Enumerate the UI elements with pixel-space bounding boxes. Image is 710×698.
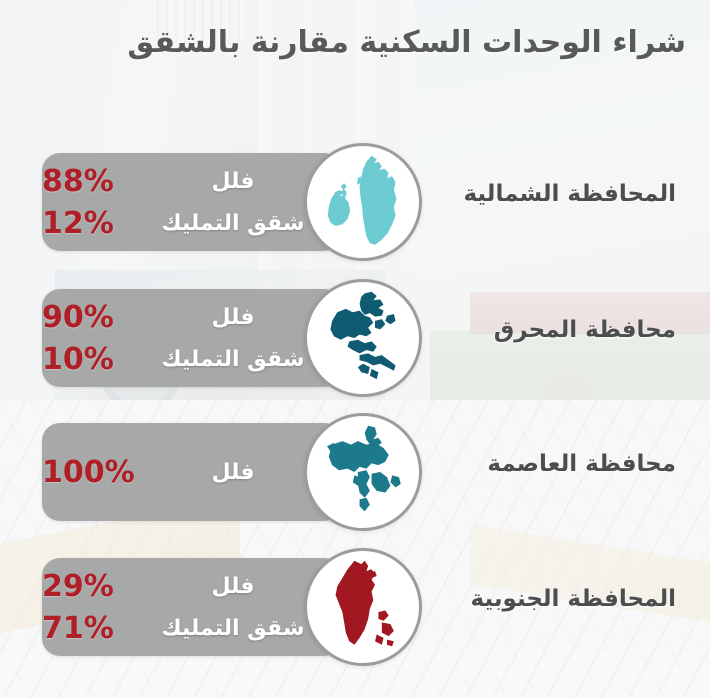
stat-line: شقق التمليك 12% xyxy=(42,204,326,242)
stat-category-label: شقق التمليك xyxy=(161,346,305,372)
stat-line: فلل 90% xyxy=(42,298,326,336)
stats-lines: فلل 88% شقق التمليك 12% xyxy=(42,153,342,251)
governorate-row: فلل 29% شقق التمليك 71% المحافظة الجنوبي… xyxy=(0,548,710,668)
map-circle xyxy=(304,143,422,261)
stat-category-label: فلل xyxy=(211,168,255,194)
stats-lines: فلل 90% شقق التمليك 10% xyxy=(42,289,342,387)
stat-category-label: فلل xyxy=(211,573,255,599)
stat-percent-value: 29% xyxy=(42,568,114,604)
stat-percent-value: 71% xyxy=(42,610,114,646)
stats-pill: فلل 88% شقق التمليك 12% xyxy=(42,153,342,251)
stat-category-label: شقق التمليك xyxy=(161,615,305,641)
stats-lines: فلل 29% شقق التمليك 71% xyxy=(42,558,342,656)
map-circle xyxy=(304,548,422,666)
map-circle xyxy=(304,279,422,397)
stat-category-label: فلل xyxy=(211,304,255,330)
governorate-row: فلل 100% محافظة العاصمة xyxy=(0,413,710,533)
stats-pill: فلل 29% شقق التمليك 71% xyxy=(42,558,342,656)
governorate-label: محافظة المحرق xyxy=(493,317,676,343)
stat-line: فلل 100% xyxy=(42,455,326,490)
stat-percent-value: 12% xyxy=(42,205,114,241)
stat-percent-value: 88% xyxy=(42,163,114,199)
bahrain-southern-map-icon xyxy=(335,560,394,647)
stats-pill: فلل 100% xyxy=(42,423,342,521)
governorate-label: المحافظة الجنوبية xyxy=(470,586,676,612)
stats-pill: فلل 90% شقق التمليك 10% xyxy=(42,289,342,387)
stat-line: فلل 29% xyxy=(42,567,326,605)
stat-category-label: فلل xyxy=(211,459,255,485)
stat-line: شقق التمليك 71% xyxy=(42,609,326,647)
stat-percent-value: 100% xyxy=(42,454,135,490)
governorate-label: محافظة العاصمة xyxy=(487,451,676,477)
stat-percent-value: 90% xyxy=(42,299,114,335)
governorate-row: فلل 90% شقق التمليك 10% محافظة المحرق xyxy=(0,279,710,399)
governorate-label: المحافظة الشمالية xyxy=(463,181,676,207)
bahrain-muharraq-map-icon xyxy=(330,291,396,380)
stat-percent-value: 10% xyxy=(42,341,114,377)
governorate-row: فلل 88% شقق التمليك 12% المحافظة الشمالي… xyxy=(0,143,710,263)
stat-line: فلل 88% xyxy=(42,162,326,200)
stat-line: شقق التمليك 10% xyxy=(42,340,326,378)
bahrain-northern-map-icon xyxy=(327,155,397,245)
stat-category-label: شقق التمليك xyxy=(161,210,305,236)
stats-lines: فلل 100% xyxy=(42,423,342,521)
map-circle xyxy=(304,413,422,531)
bahrain-capital-map-icon xyxy=(327,425,401,512)
page-title: شراء الوحدات السكنية مقارنة بالشقق xyxy=(127,25,686,60)
